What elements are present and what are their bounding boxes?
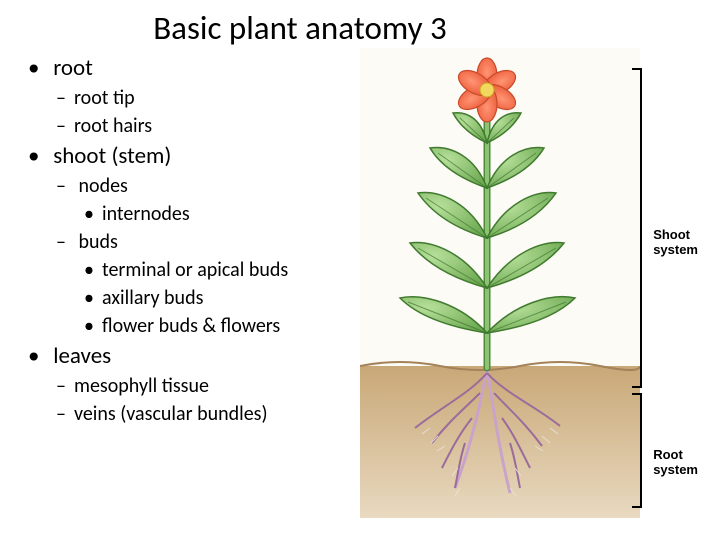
label-root-system: Rootsystem xyxy=(653,448,698,478)
slide-title: Basic plant anatomy 3 xyxy=(0,8,720,48)
sub2-label: terminal or apical buds xyxy=(102,258,288,282)
sub-bullet: root tip xyxy=(24,86,384,110)
bullet-label: leaves xyxy=(53,342,111,370)
bracket-root xyxy=(634,393,642,508)
sub-label: mesophyll tissue xyxy=(74,374,209,398)
plant-figure: Shootsystem Rootsystem xyxy=(360,48,700,518)
bullet-label: root xyxy=(53,54,93,82)
sub2-bullet: axillary buds xyxy=(24,286,384,310)
sub2-label: internodes xyxy=(102,202,190,226)
sub2-label: axillary buds xyxy=(102,286,203,310)
bullet-leaves: leaves mesophyll tissue veins (vascular … xyxy=(24,342,384,426)
sub-bullet: root hairs xyxy=(24,114,384,138)
sub-bullet: buds terminal or apical buds axillary bu… xyxy=(24,230,384,338)
sub-bullet: mesophyll tissue xyxy=(24,374,384,398)
sub2-bullet: flower buds & flowers xyxy=(24,314,384,338)
sub-label: veins (vascular bundles) xyxy=(74,402,268,426)
label-shoot-system: Shootsystem xyxy=(653,228,698,258)
sub2-label: flower buds & flowers xyxy=(102,314,280,338)
sub-label: root hairs xyxy=(74,114,152,138)
outline: root root tip root hairs shoot (stem) no… xyxy=(24,54,384,430)
slide: Basic plant anatomy 3 root root tip root… xyxy=(0,0,720,540)
plant-svg xyxy=(360,48,640,518)
bullet-root: root root tip root hairs xyxy=(24,54,384,138)
sub-bullet: nodes internodes xyxy=(24,174,384,226)
sub2-bullet: terminal or apical buds xyxy=(24,258,384,282)
sub-label: root tip xyxy=(74,86,135,110)
bracket-shoot xyxy=(634,68,642,388)
bullet-shoot: shoot (stem) nodes internodes buds termi… xyxy=(24,142,384,338)
sub-label: nodes xyxy=(79,174,128,198)
sub-bullet: veins (vascular bundles) xyxy=(24,402,384,426)
bullet-label: shoot (stem) xyxy=(53,142,171,170)
sub2-bullet: internodes xyxy=(24,202,384,226)
sub-label: buds xyxy=(79,230,118,254)
